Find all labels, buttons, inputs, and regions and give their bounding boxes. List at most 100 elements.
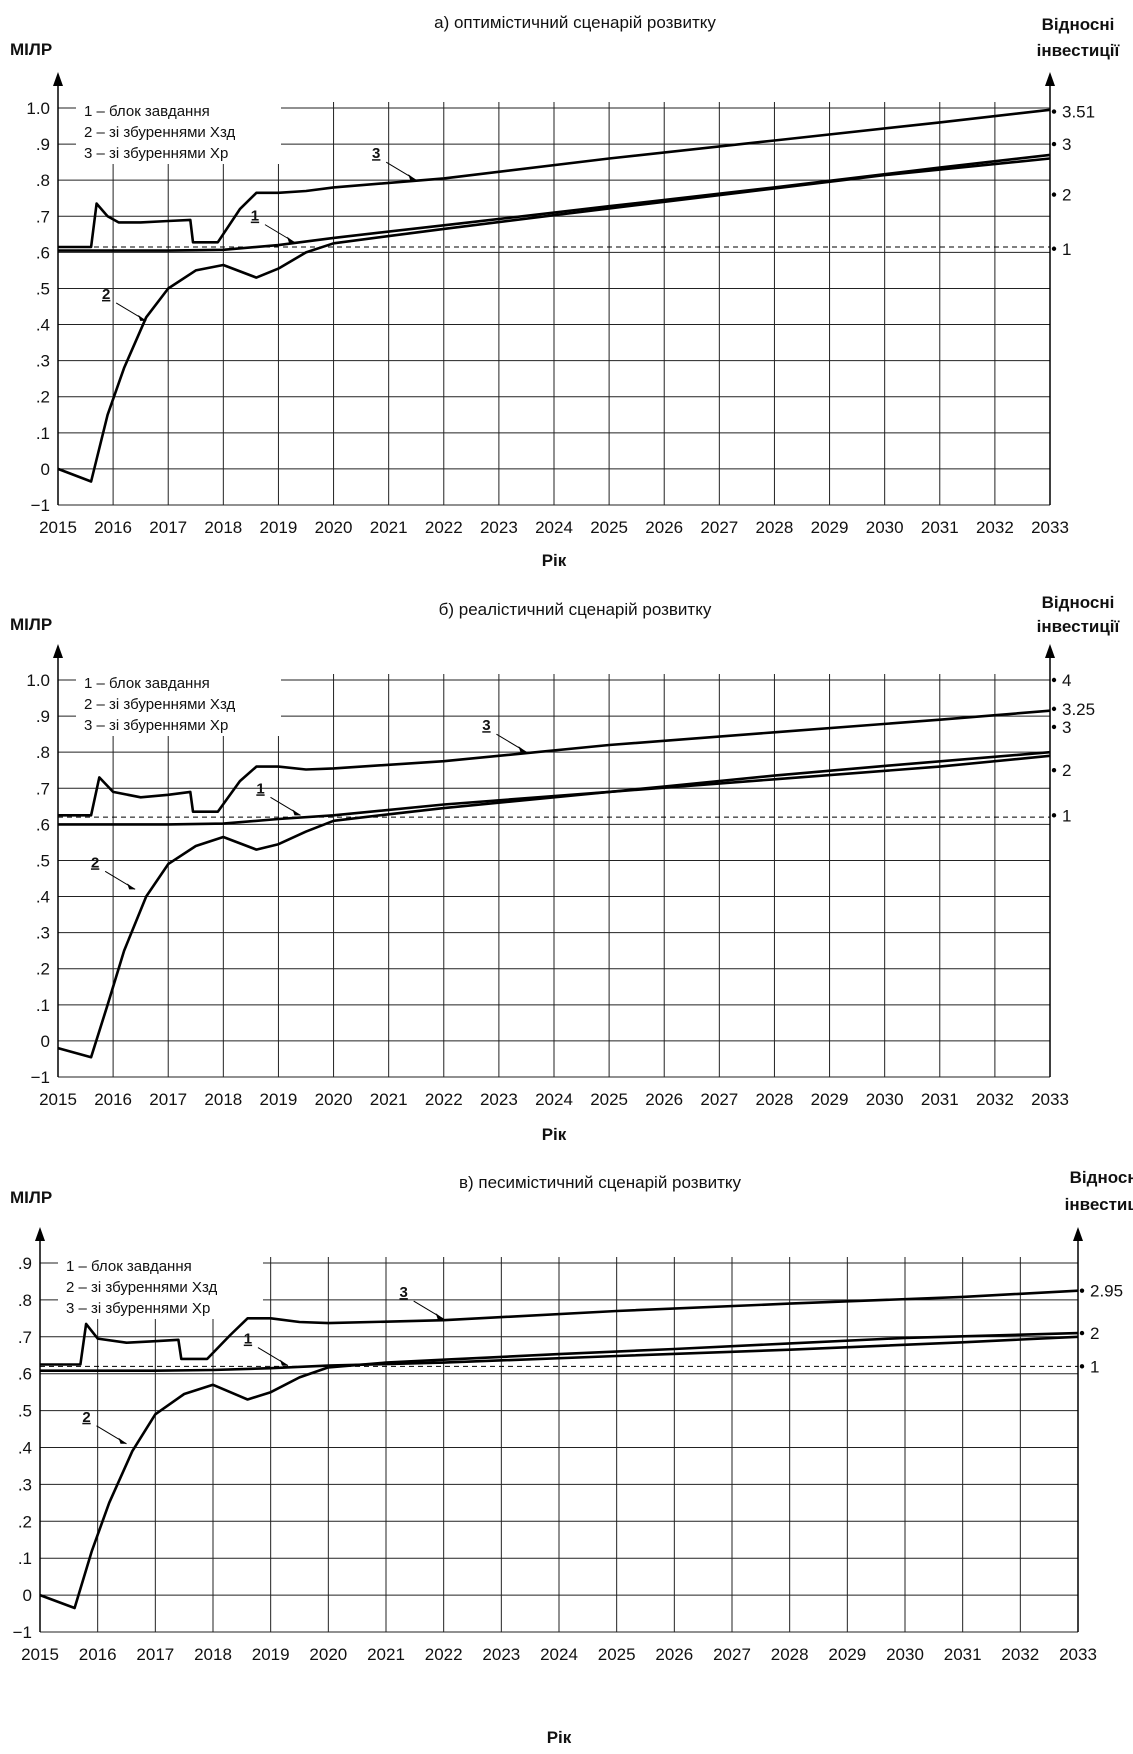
legend-entry: 2 – зі збуреннями Хзд xyxy=(66,1279,217,1296)
y-tick-label: .2 xyxy=(36,388,50,407)
series-label-arrow-icon xyxy=(118,1437,127,1444)
x-tick-label: 2020 xyxy=(309,1645,347,1664)
y2-axis-label-line2: інвестиції xyxy=(1037,617,1121,636)
x-tick-label: 2025 xyxy=(590,1090,628,1109)
x-tick-label: 2017 xyxy=(149,518,187,537)
y2-axis-label-line1: Відносні xyxy=(1042,15,1115,34)
y-tick-label: .4 xyxy=(18,1439,32,1458)
x-tick-label: 2033 xyxy=(1059,1645,1097,1664)
y2-tick-dot xyxy=(1051,724,1057,730)
y2-tick-dot xyxy=(1079,1288,1085,1293)
series-label: 3 xyxy=(482,717,490,734)
x-axis-label: Рік xyxy=(542,1125,567,1144)
series-line-2 xyxy=(57,750,1051,1059)
x-tick-label: 2018 xyxy=(204,518,242,537)
y-tick-label: .3 xyxy=(36,924,50,943)
y-axis-arrow-icon xyxy=(35,1227,45,1241)
y2-tick-dot xyxy=(1051,109,1057,114)
y-tick-label: .6 xyxy=(36,243,50,262)
y-tick-label: .1 xyxy=(36,424,50,443)
series-line-3 xyxy=(40,1289,1079,1366)
x-tick-label: 2028 xyxy=(756,518,794,537)
y2-tick-label: 3.51 xyxy=(1062,103,1095,122)
y2-tick-label: 2 xyxy=(1062,761,1071,780)
x-tick-label: 2026 xyxy=(645,1090,683,1109)
y-tick-label: .9 xyxy=(36,135,50,154)
y-tick-label: −1 xyxy=(31,1068,50,1087)
legend-entry: 3 – зі збуреннями Хр xyxy=(84,145,228,162)
chart-title: б) реалістичний сценарій розвитку xyxy=(439,600,712,619)
x-tick-label: 2033 xyxy=(1031,518,1069,537)
x-tick-label: 2016 xyxy=(94,1090,132,1109)
x-tick-label: 2024 xyxy=(535,1090,573,1109)
y-tick-label: .5 xyxy=(36,279,50,298)
legend-entry: 1 – блок завдання xyxy=(66,1258,192,1275)
x-tick-label: 2019 xyxy=(260,1090,298,1109)
legend-entry: 3 – зі збуреннями Хр xyxy=(84,717,228,734)
series-line-2 xyxy=(57,157,1051,483)
series-label-arrow-icon xyxy=(138,314,147,321)
y2-tick-dot xyxy=(1079,1364,1085,1369)
x-tick-label: 2021 xyxy=(370,1090,408,1109)
x-tick-label: 2030 xyxy=(866,518,904,537)
x-tick-label: 2030 xyxy=(886,1645,924,1664)
x-tick-label: 2016 xyxy=(79,1645,117,1664)
y-tick-label: −1 xyxy=(31,496,50,515)
y-tick-label: 0 xyxy=(41,460,50,479)
y-tick-label: .7 xyxy=(18,1328,32,1347)
y2-tick-dot xyxy=(1051,141,1057,147)
y2-tick-label: 3 xyxy=(1062,135,1071,154)
x-tick-label: 2015 xyxy=(39,1090,77,1109)
series-label: 2 xyxy=(91,854,99,871)
x-tick-label: 2022 xyxy=(425,518,463,537)
legend-entry: 2 – зі збуреннями Хзд xyxy=(84,124,235,141)
y-tick-label: .4 xyxy=(36,888,50,907)
y-tick-label: .3 xyxy=(18,1475,32,1494)
y2-tick-dot xyxy=(1051,813,1057,818)
series-label: 1 xyxy=(256,780,264,797)
y2-axis-arrow-icon xyxy=(1073,1227,1083,1241)
y2-axis-label-line2: інвестиції xyxy=(1037,41,1121,60)
y-tick-label: .9 xyxy=(18,1254,32,1273)
x-tick-label: 2032 xyxy=(976,518,1014,537)
y-tick-label: 0 xyxy=(23,1586,32,1605)
x-tick-label: 2019 xyxy=(260,518,298,537)
y-tick-label: .1 xyxy=(18,1549,32,1568)
x-axis-label: Рік xyxy=(542,551,567,570)
series-label: 2 xyxy=(102,286,110,303)
y2-axis-arrow-icon xyxy=(1045,72,1055,86)
x-tick-label: 2015 xyxy=(39,518,77,537)
series-label: 1 xyxy=(251,208,259,225)
x-tick-label: 2022 xyxy=(425,1645,463,1664)
x-tick-label: 2023 xyxy=(480,1090,518,1109)
y2-tick-label: 3 xyxy=(1062,718,1071,737)
x-tick-label: 2026 xyxy=(655,1645,693,1664)
x-tick-label: 2020 xyxy=(315,518,353,537)
x-tick-label: 2022 xyxy=(425,1090,463,1109)
x-tick-label: 2019 xyxy=(252,1645,290,1664)
y-tick-label: .4 xyxy=(36,316,50,335)
y-axis-label: МІЛР xyxy=(10,1188,52,1207)
series-label-arrow-icon xyxy=(279,1359,288,1366)
series-line-3 xyxy=(58,709,1051,817)
legend-entry: 1 – блок завдання xyxy=(84,103,210,120)
y-axis-arrow-icon xyxy=(53,644,63,658)
y-tick-label: .5 xyxy=(36,851,50,870)
x-tick-label: 2029 xyxy=(811,1090,849,1109)
legend-box xyxy=(76,100,281,164)
y2-tick-label: 2.95 xyxy=(1090,1282,1123,1301)
y-tick-label: .6 xyxy=(36,815,50,834)
x-tick-label: 2021 xyxy=(370,518,408,537)
x-tick-label: 2030 xyxy=(866,1090,904,1109)
x-tick-label: 2020 xyxy=(315,1090,353,1109)
x-tick-label: 2028 xyxy=(771,1645,809,1664)
series-line-3 xyxy=(58,108,1051,249)
series-label-arrow-icon xyxy=(435,1313,444,1320)
y2-tick-label: 1 xyxy=(1090,1357,1099,1376)
y-tick-label: 0 xyxy=(41,1032,50,1051)
y2-tick-dot xyxy=(1079,1330,1085,1336)
y2-tick-dot xyxy=(1051,706,1057,712)
y-tick-label: 1.0 xyxy=(26,671,50,690)
y2-tick-dot xyxy=(1051,192,1057,197)
